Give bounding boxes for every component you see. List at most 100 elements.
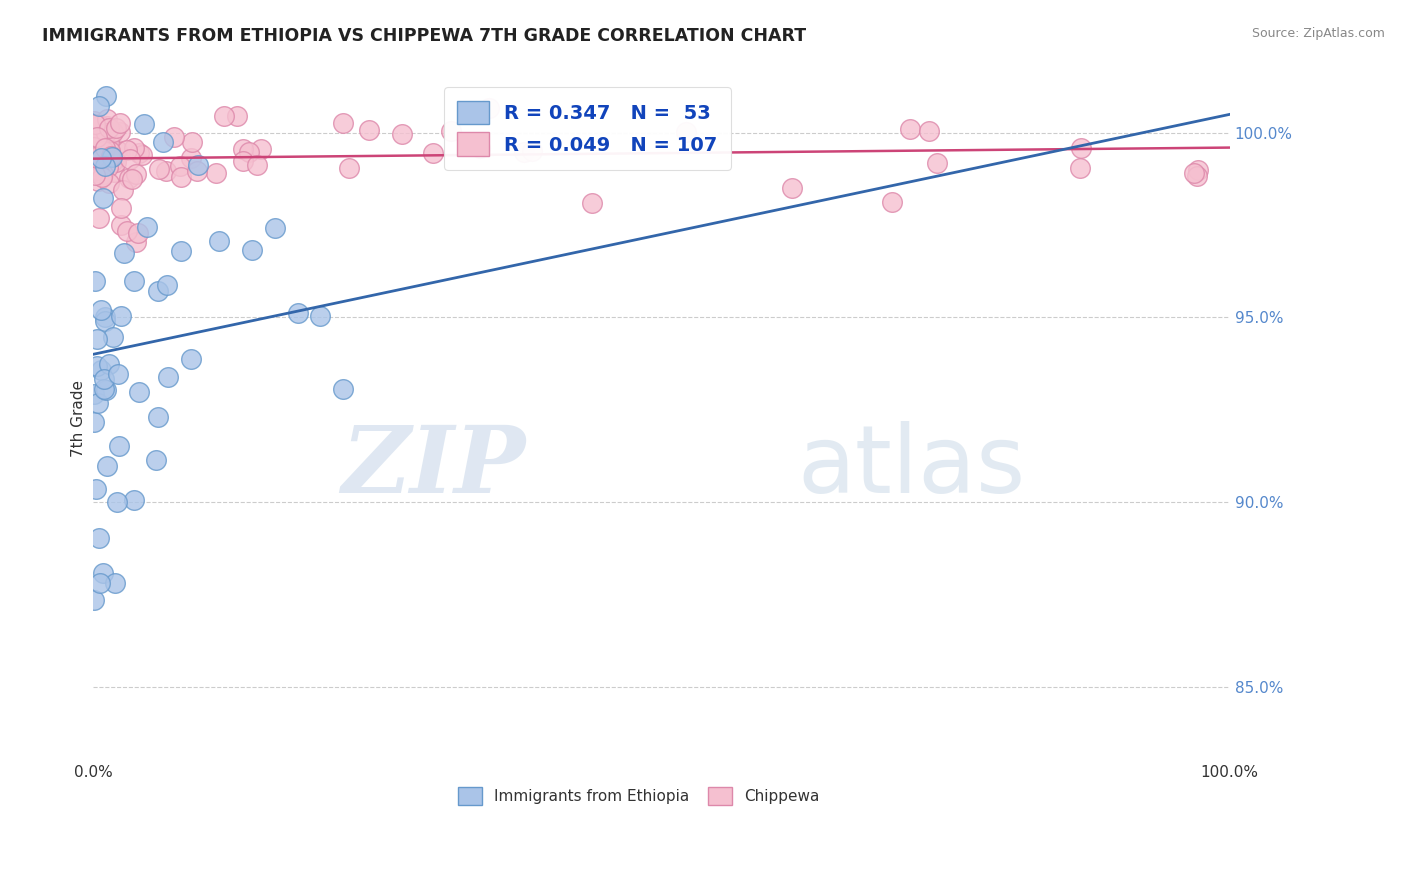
Point xyxy=(83,142,105,156)
Point xyxy=(117,143,139,157)
Legend: Immigrants from Ethiopia, Chippewa: Immigrants from Ethiopia, Chippewa xyxy=(449,778,830,814)
Point xyxy=(84,168,107,182)
Point xyxy=(148,161,170,176)
Point xyxy=(186,163,208,178)
Point xyxy=(131,148,153,162)
Point xyxy=(107,367,129,381)
Point xyxy=(232,153,254,168)
Point xyxy=(83,274,105,288)
Point xyxy=(128,145,150,160)
Point xyxy=(108,116,131,130)
Text: ZIP: ZIP xyxy=(340,422,524,512)
Point xyxy=(105,144,128,158)
Point xyxy=(87,174,110,188)
Point xyxy=(1187,169,1209,184)
Point xyxy=(780,181,803,195)
Point xyxy=(87,211,110,225)
Point xyxy=(103,153,125,167)
Point xyxy=(128,385,150,400)
Point xyxy=(101,150,124,164)
Point xyxy=(146,409,169,424)
Point xyxy=(925,156,948,170)
Point xyxy=(470,141,492,155)
Point xyxy=(187,158,209,172)
Point xyxy=(87,118,110,132)
Point xyxy=(97,120,120,135)
Point xyxy=(93,159,115,173)
Point xyxy=(90,147,112,161)
Point xyxy=(86,164,108,178)
Point xyxy=(94,126,117,140)
Point xyxy=(122,274,145,288)
Point xyxy=(238,145,260,160)
Point xyxy=(440,124,463,138)
Point xyxy=(100,128,122,142)
Point xyxy=(121,172,143,186)
Point xyxy=(94,310,117,324)
Point xyxy=(98,144,121,158)
Point xyxy=(180,151,202,165)
Point xyxy=(112,245,135,260)
Point xyxy=(120,152,142,166)
Point xyxy=(145,453,167,467)
Point xyxy=(250,142,273,156)
Point xyxy=(83,593,105,607)
Point xyxy=(359,123,381,137)
Point xyxy=(208,234,231,248)
Point xyxy=(101,330,124,344)
Point xyxy=(90,302,112,317)
Point xyxy=(1187,163,1209,178)
Point xyxy=(246,158,269,172)
Point xyxy=(93,382,115,396)
Point xyxy=(94,161,117,175)
Point xyxy=(118,171,141,186)
Point xyxy=(90,362,112,376)
Point xyxy=(87,532,110,546)
Point xyxy=(96,459,118,474)
Point xyxy=(136,220,159,235)
Point xyxy=(100,149,122,163)
Point xyxy=(148,284,170,298)
Point xyxy=(520,144,543,158)
Point xyxy=(93,141,115,155)
Point xyxy=(83,142,105,156)
Point xyxy=(103,125,125,139)
Point xyxy=(478,101,501,115)
Point xyxy=(91,167,114,181)
Point xyxy=(94,384,117,398)
Point xyxy=(86,158,108,172)
Point xyxy=(110,309,132,323)
Point xyxy=(86,359,108,373)
Point xyxy=(155,163,177,178)
Point xyxy=(96,119,118,133)
Point xyxy=(125,167,148,181)
Point xyxy=(117,224,139,238)
Point xyxy=(422,145,444,160)
Text: Source: ZipAtlas.com: Source: ZipAtlas.com xyxy=(1251,27,1385,40)
Point xyxy=(391,127,413,141)
Point xyxy=(91,135,114,149)
Point xyxy=(264,221,287,235)
Point xyxy=(108,439,131,453)
Point xyxy=(93,144,115,158)
Text: atlas: atlas xyxy=(797,421,1026,513)
Point xyxy=(108,125,131,139)
Point xyxy=(212,110,235,124)
Point xyxy=(83,160,105,174)
Point xyxy=(97,135,120,149)
Y-axis label: 7th Grade: 7th Grade xyxy=(72,380,86,458)
Point xyxy=(156,277,179,292)
Point xyxy=(170,169,193,184)
Point xyxy=(86,154,108,169)
Point xyxy=(122,492,145,507)
Point xyxy=(675,125,697,139)
Point xyxy=(83,114,105,128)
Point xyxy=(86,144,108,158)
Point xyxy=(581,196,603,211)
Point xyxy=(105,155,128,169)
Point xyxy=(103,164,125,178)
Point xyxy=(309,309,332,323)
Point xyxy=(87,141,110,155)
Point xyxy=(205,166,228,180)
Point xyxy=(332,382,354,396)
